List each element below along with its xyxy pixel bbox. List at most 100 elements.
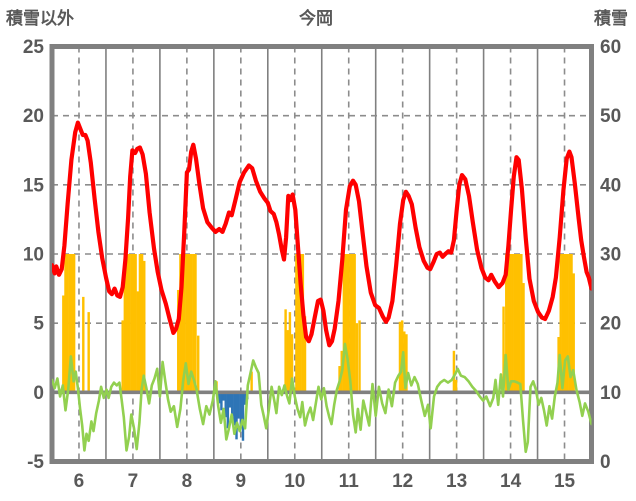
precipitation-bars-bar [224, 392, 227, 418]
precipitation-bars-bar [239, 392, 243, 429]
sunshine-bars-bar [297, 254, 300, 393]
sunshine-bars-bar [515, 254, 519, 393]
sunshine-bars-bar [72, 254, 76, 393]
sunshine-bars-bar [183, 254, 186, 393]
right-axis-tick-label: 0 [600, 452, 611, 473]
sunshine-bars-bar [299, 254, 302, 393]
sunshine-bars-bar [87, 312, 90, 393]
x-axis-tick-label: 14 [500, 471, 522, 492]
sunshine-bars-bar [566, 254, 569, 393]
right-axis-tick-label: 20 [600, 314, 621, 335]
plot-border [49, 44, 594, 464]
precipitation-bars-bar [218, 392, 221, 404]
right-axis-title: 積雪 [594, 9, 628, 28]
right-axis-tick-label: 60 [600, 37, 621, 58]
sunshine-bars-bar [295, 254, 298, 393]
right-axis-tick-label: 40 [600, 175, 621, 196]
x-axis-tick-label: 13 [446, 471, 467, 492]
sunshine-bars-bar [136, 291, 139, 393]
precipitation-bars-bar [241, 392, 245, 441]
sunshine-bars-bar [177, 289, 180, 393]
sunshine-bars-bar [125, 254, 129, 393]
left-axis-title: 積雪以外 [6, 9, 74, 28]
x-axis-tick-label: 9 [236, 471, 247, 492]
sunshine-bars-bar [138, 254, 142, 393]
sunshine-bars-bar [194, 254, 197, 393]
sunshine-bars-bar [568, 254, 571, 393]
sunshine-bars-bar [507, 254, 510, 393]
left-axis-tick-label: 25 [23, 37, 45, 58]
right-axis-tick-label: 10 [600, 383, 621, 404]
right-axis-tick-label: 50 [600, 106, 621, 127]
precipitation-bars-bar [220, 392, 223, 411]
precipitation-bars-bar [228, 392, 232, 408]
sunshine-bars-bar [559, 254, 562, 393]
left-axis-tick-label: 10 [23, 245, 44, 266]
sunshine-bars-bar [123, 254, 127, 393]
sunshine-bars-bar [121, 320, 124, 393]
sunshine-bars-bar [187, 254, 191, 393]
sunshine-bars-bar [64, 254, 67, 393]
sunshine-bars-bar [520, 254, 523, 393]
green-line [52, 342, 592, 454]
sunshine-bars-bar [196, 335, 200, 393]
x-axis-tick-label: 12 [392, 471, 413, 492]
sunshine-bars-bar [505, 254, 508, 393]
left-axis-tick-label: 15 [23, 175, 45, 196]
sunshine-bars-bar [344, 254, 348, 393]
sunshine-bars-bar [398, 321, 402, 393]
sunshine-bars-bar [68, 254, 72, 393]
sunshine-bars-bar [250, 371, 253, 393]
sunshine-bars-bar [66, 254, 69, 393]
sunshine-bars-bar [561, 254, 565, 393]
x-axis-tick-label: 10 [284, 471, 305, 492]
precipitation-bars-bar [235, 392, 238, 440]
sunshine-bars-bar [185, 254, 189, 393]
precipitation-bars-bar [243, 392, 247, 405]
sunshine-bars-bar [132, 254, 135, 393]
sunshine-bars-bar [353, 254, 356, 393]
chart-title: 今岡 [299, 9, 333, 28]
left-axis-tick-label: 20 [23, 106, 44, 127]
sunshine-bars-bar [563, 254, 567, 393]
sunshine-bars-bar [284, 309, 287, 393]
sunshine-bars-bar [189, 254, 193, 393]
precipitation-bars-bar [237, 392, 240, 419]
sunshine-bars-bar [405, 334, 408, 393]
x-axis-tick-label: 7 [128, 471, 139, 492]
sunshine-bars-bar [509, 254, 512, 393]
precipitation-bars-bar [230, 392, 234, 416]
sunshine-bars-bar [130, 254, 133, 393]
sunshine-bars-bar [517, 254, 521, 393]
sunshine-bars-bar [513, 254, 517, 393]
sunshine-bars-bar [290, 334, 294, 393]
left-axis-tick-label: 5 [33, 314, 44, 335]
sunshine-bars-bar [70, 254, 74, 393]
x-axis-tick-label: 11 [339, 471, 360, 492]
sunshine-bars-bar [346, 254, 350, 393]
sunshine-bars-bar [570, 254, 573, 393]
x-axis-tick-label: 6 [74, 471, 85, 492]
sunshine-bars-bar [140, 254, 144, 393]
sunshine-bars-bar [134, 254, 137, 393]
sunshine-bars-bar [143, 260, 146, 393]
sunshine-bars-bar [358, 320, 361, 393]
precipitation-bars-bar [222, 392, 225, 401]
sunshine-bars-bar [82, 296, 85, 393]
sunshine-bars-bar [502, 306, 505, 393]
left-axis-tick-label: -5 [27, 452, 44, 473]
x-axis-tick-label: 8 [182, 471, 193, 492]
sunshine-bars-bar [572, 273, 575, 393]
sunshine-bars-bar [452, 350, 456, 393]
sunshine-bars-bar [454, 379, 458, 393]
sunshine-bars-bar [181, 254, 184, 393]
sunshine-bars-bar [127, 254, 131, 393]
sunshine-bars-bar [342, 254, 346, 393]
sunshine-bars-bar [179, 254, 182, 393]
x-axis-tick-label: 15 [554, 471, 576, 492]
sunshine-bars-bar [511, 254, 514, 393]
sunshine-bars-bar [288, 312, 292, 393]
sunshine-bars-bar [349, 254, 352, 393]
